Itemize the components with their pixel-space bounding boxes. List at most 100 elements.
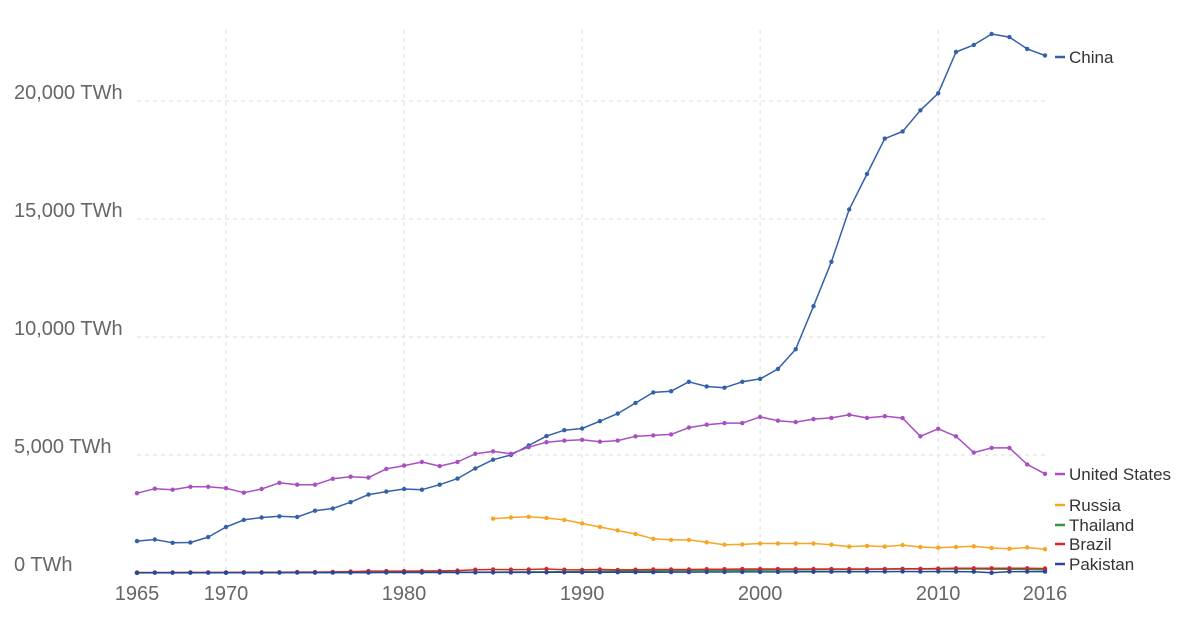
legend-item: Thailand: [1055, 516, 1134, 535]
data-point: [384, 570, 389, 575]
data-point: [384, 466, 389, 472]
data-point: [455, 459, 460, 465]
data-point: [1025, 545, 1030, 550]
data-point: [490, 449, 496, 454]
data-point: [971, 544, 976, 549]
data-point: [971, 450, 976, 455]
data-point: [330, 476, 335, 481]
x-tick-label: 2016: [1023, 583, 1068, 605]
legend-item: China: [1055, 48, 1114, 67]
data-point: [686, 569, 692, 575]
data-point: [793, 347, 798, 352]
y-tick-label: 20,000 TWh: [14, 82, 123, 104]
data-point: [562, 428, 567, 433]
data-point: [1025, 566, 1030, 571]
x-tick-label: 1965: [115, 583, 160, 605]
data-point: [829, 259, 834, 264]
y-tick-label: 10,000 TWh: [14, 318, 123, 340]
data-point: [722, 569, 727, 575]
data-point: [1025, 569, 1030, 574]
data-point: [1042, 566, 1048, 571]
data-point: [597, 439, 603, 444]
data-point: [579, 521, 585, 526]
data-point: [971, 566, 976, 571]
data-point: [544, 515, 549, 521]
data-point: [918, 108, 923, 113]
data-point: [811, 304, 816, 309]
legend: China United States RussiaThailandBrazilPa…: [1055, 48, 1171, 574]
data-point: [651, 390, 656, 395]
data-point: [152, 537, 157, 542]
data-point: [1042, 547, 1048, 552]
data-point: [241, 490, 246, 495]
legend-label: China: [1069, 48, 1114, 67]
data-point: [490, 570, 496, 575]
data-point: [1007, 546, 1012, 551]
data-point: [597, 419, 603, 424]
data-point: [989, 31, 994, 37]
legend-label: Russia: [1069, 496, 1122, 515]
series-pakistan: [134, 569, 1048, 575]
data-point: [936, 426, 941, 431]
data-point: [847, 569, 852, 574]
data-point: [544, 433, 549, 439]
data-point: [152, 570, 157, 575]
data-point: [134, 491, 140, 496]
data-point: [651, 536, 656, 541]
data-point: [223, 486, 229, 491]
data-point: [775, 541, 781, 546]
data-point: [633, 400, 638, 406]
data-point: [597, 524, 603, 530]
data-point: [936, 569, 941, 574]
data-point: [206, 570, 211, 575]
data-point: [989, 545, 994, 551]
data-point: [615, 570, 620, 575]
data-point: [918, 544, 923, 550]
x-tick-label: 2010: [916, 583, 961, 605]
data-point: [793, 569, 798, 574]
data-point: [348, 500, 353, 505]
data-point: [1042, 53, 1048, 58]
data-point: [508, 515, 514, 520]
x-tick-label: 1990: [560, 583, 605, 605]
data-point: [740, 569, 745, 575]
data-point: [312, 570, 318, 575]
data-point: [829, 569, 834, 574]
data-point: [223, 524, 229, 530]
data-point: [170, 540, 175, 545]
data-point: [1025, 46, 1030, 52]
data-point: [1007, 34, 1012, 40]
data-point: [1042, 569, 1048, 574]
data-point: [829, 542, 834, 547]
data-point: [152, 486, 157, 491]
data-point: [170, 570, 175, 575]
data-point: [562, 517, 567, 523]
data-point: [508, 570, 514, 575]
data-point: [668, 389, 674, 394]
data-point: [188, 484, 193, 489]
data-point: [1025, 462, 1030, 467]
legend-label: United States: [1069, 465, 1171, 484]
data-point: [615, 438, 620, 443]
series-line: [493, 516, 1046, 550]
legend-item: United States: [1055, 465, 1171, 484]
data-point: [295, 514, 300, 520]
data-point: [775, 418, 781, 423]
data-point: [401, 486, 407, 492]
data-point: [473, 466, 478, 471]
legend-item: Russia: [1055, 496, 1122, 515]
data-point: [704, 540, 709, 545]
legend-label: Pakistan: [1069, 555, 1134, 574]
data-point: [526, 445, 531, 450]
y-tick-label: 5,000 TWh: [14, 436, 111, 458]
data-point: [259, 570, 264, 575]
data-point: [206, 534, 211, 540]
data-point: [348, 474, 353, 479]
data-point: [259, 486, 264, 492]
data-point: [882, 414, 887, 419]
data-point: [829, 415, 834, 421]
data-point: [437, 482, 442, 487]
data-point: [651, 433, 656, 438]
data-point: [615, 528, 620, 533]
